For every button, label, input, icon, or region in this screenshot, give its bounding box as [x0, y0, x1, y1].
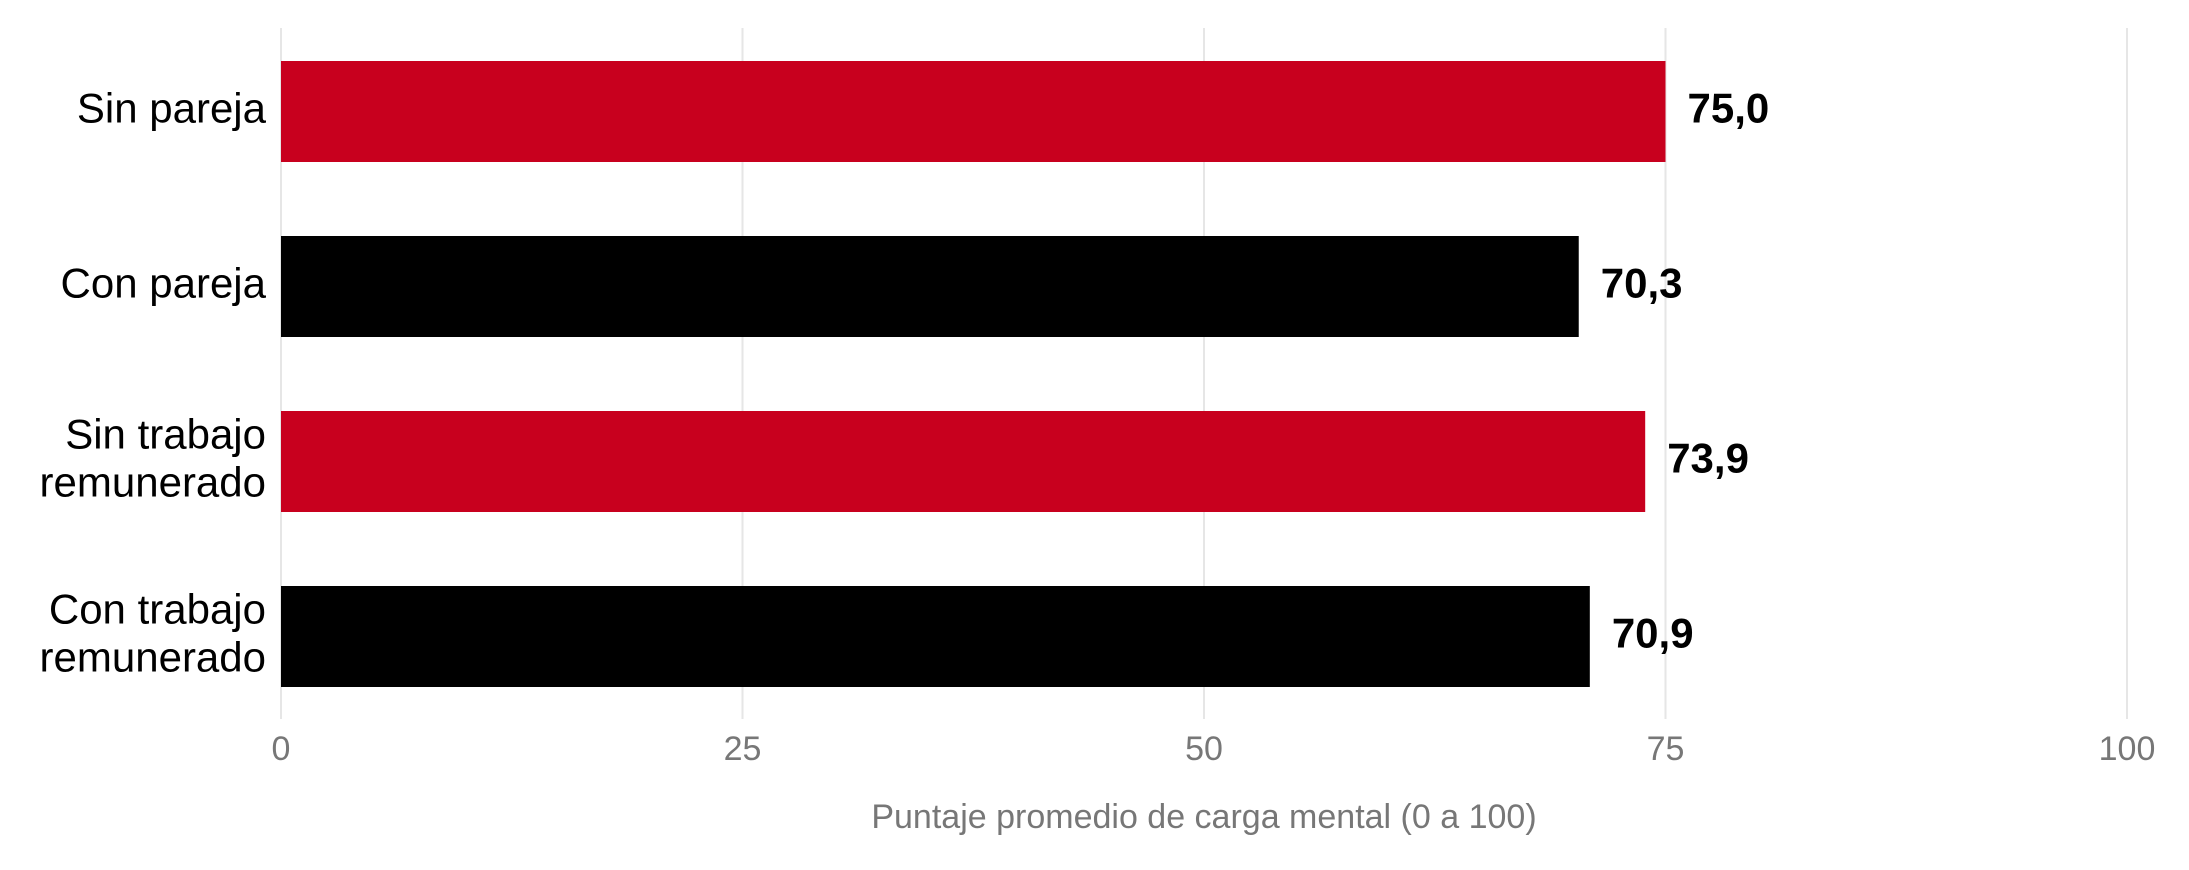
x-axis-title: Puntaje promedio de carga mental (0 a 10… [871, 798, 1536, 836]
y-tick-label: Sin pareja [77, 85, 267, 132]
x-tick-label: 100 [2099, 730, 2156, 768]
x-tick-label: 50 [1185, 730, 1223, 768]
y-tick-label: Con trabajo remunerado [40, 586, 266, 681]
value-label: 73,9 [1667, 435, 1749, 482]
bar [281, 236, 1579, 337]
bar [281, 61, 1666, 162]
value-label: 70,3 [1601, 260, 1683, 307]
value-label: 75,0 [1688, 85, 1770, 132]
y-tick-label: Sin trabajo remunerado [40, 411, 266, 506]
x-tick-label: 0 [272, 730, 291, 768]
bar [281, 411, 1646, 512]
x-tick-label: 75 [1647, 730, 1685, 768]
x-tick-label: 25 [724, 730, 762, 768]
bar [281, 586, 1590, 687]
value-label: 70,9 [1612, 610, 1694, 657]
y-tick-label: Con pareja [61, 260, 267, 307]
